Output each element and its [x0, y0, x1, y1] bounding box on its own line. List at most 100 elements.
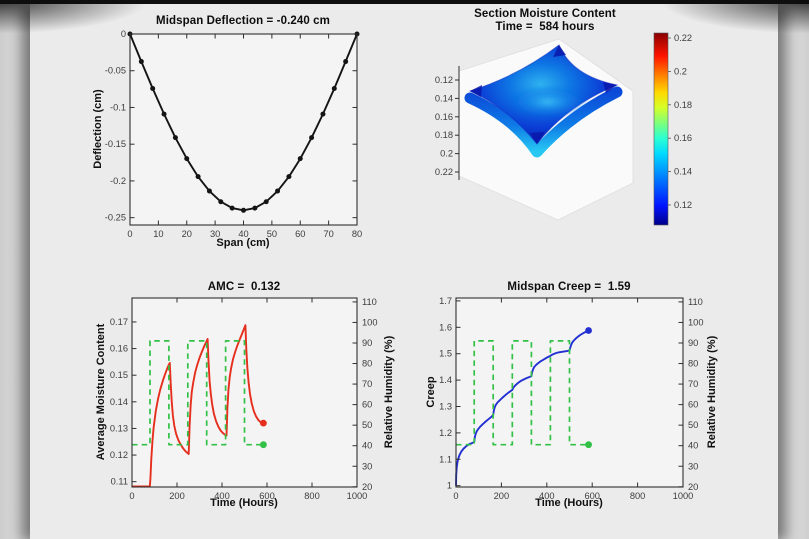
colorbar-tick-label: 0.12: [674, 200, 692, 210]
y-tick-label-right: 100: [688, 317, 704, 327]
top-border: [0, 0, 809, 4]
y-tick-label-left: 1.5: [439, 349, 452, 359]
colorbar-tick-label: 0.16: [674, 133, 692, 143]
x-tick-label: 0: [127, 229, 132, 239]
y-tick-label-left: 1: [447, 481, 452, 491]
creep-end-marker: [585, 327, 592, 334]
y-tick-label-left: 0.17: [110, 317, 128, 327]
x-tick-label: 600: [259, 491, 275, 501]
y-tick-label-left: 1.6: [439, 322, 452, 332]
data-marker: [229, 205, 235, 211]
y-tick-label-right: 20: [362, 482, 372, 492]
y-tick-label-right: 40: [688, 441, 698, 451]
data-marker: [172, 135, 178, 141]
deflection-title: Midspan Deflection = -0.240 cm: [156, 15, 330, 27]
z-tick-label: 0.22: [435, 167, 453, 177]
y-tick-label-right: 30: [362, 461, 372, 471]
z-tick-label: 0.14: [435, 93, 453, 103]
creep-xlabel: Time (Hours): [535, 497, 603, 509]
y-tick-label-right: 50: [688, 420, 698, 430]
surface-underside: [464, 86, 623, 158]
y-tick-label-right: 20: [688, 482, 698, 492]
y-tick-label-right: 110: [362, 297, 377, 307]
data-marker: [184, 156, 190, 162]
y-tick-label-left: -0.25: [105, 213, 126, 223]
colorbar: [653, 32, 669, 226]
y-tick-label-left: 0.16: [110, 344, 128, 354]
y-tick-label-left: 0.12: [110, 450, 128, 460]
y-tick-label-left: 1.2: [439, 428, 452, 438]
moisture-subtitle: Time = 584 hours: [495, 21, 595, 33]
y-tick-label-left: 0: [121, 29, 126, 39]
x-tick-label: 20: [182, 229, 192, 239]
y-tick-label-right: 70: [362, 379, 372, 389]
y-tick-label-right: 60: [362, 400, 372, 410]
creep-end-marker: [585, 441, 592, 449]
deflection-plot-area: [130, 34, 357, 225]
colorbar-tick-label: 0.2: [674, 66, 687, 76]
amc-ylabel-right: Relative Humidity (%): [383, 335, 395, 449]
creep-plot: 0 200 400 600 800 1000 1 1.1 1.2 1.3 1.4 1.5 1.6 1.7 2…: [439, 296, 703, 501]
data-marker: [297, 156, 303, 162]
data-marker: [263, 199, 269, 205]
data-marker: [275, 188, 281, 194]
y-tick-label-right: 70: [688, 379, 698, 389]
moisture-surface-plot: 0.12 0.14 0.16 0.18 0.2 0.22 0.12 0.14 0.16 0.18 0…: [435, 32, 692, 226]
y-tick-label-right: 80: [362, 359, 372, 369]
y-tick-label-right: 60: [688, 400, 698, 410]
surface-corner: [603, 82, 617, 93]
x-tick-label: 40: [238, 229, 248, 239]
y-tick-label-left: 1.1: [439, 454, 452, 464]
y-tick-label-right: 100: [362, 317, 378, 327]
y-tick-label-right: 50: [362, 420, 372, 430]
amc-plot: 0 200 400 600 800 1000 0.11 0.12 0.13 0.14 0.15 0.1…: [110, 297, 378, 501]
x-tick-label: 400: [539, 491, 555, 501]
y-tick-label-left: 0.14: [110, 397, 128, 407]
y-tick-label-right: 90: [688, 338, 698, 348]
amc-title: AMC = 0.132: [207, 281, 281, 293]
y-tick-label-left: -0.05: [105, 66, 126, 76]
data-marker: [206, 188, 212, 194]
surface-corner: [553, 45, 566, 57]
deflection-xlabel: Span (cm): [216, 237, 270, 249]
data-marker: [218, 199, 224, 205]
x-tick-label: 1000: [347, 491, 368, 501]
x-tick-label: 400: [214, 491, 230, 501]
data-marker: [331, 86, 337, 92]
creep-ylabel-right: Relative Humidity (%): [706, 335, 718, 449]
creep-title: Midspan Creep = 1.59: [507, 281, 631, 293]
data-marker: [309, 135, 315, 141]
data-marker: [195, 174, 201, 180]
amc-end-marker: [260, 441, 267, 449]
data-marker: [320, 111, 326, 117]
deflection-plot: 0 10 20 30 40 50 60 70 80 0 -0.05 -0.1 -0.15 -0.2 -0.2…: [105, 29, 362, 239]
z-tick-label: 0.18: [435, 130, 453, 140]
x-tick-label: 60: [295, 229, 305, 239]
colorbar-tick-label: 0.22: [674, 33, 692, 43]
y-tick-label-right: 80: [688, 359, 698, 369]
x-tick-label: 600: [584, 491, 600, 501]
y-tick-label-right: 90: [362, 338, 372, 348]
amc-series-Average Moisture Content: [132, 324, 264, 488]
y-tick-label-right: 110: [688, 297, 703, 307]
colorbar-tick-label: 0.18: [674, 100, 692, 110]
data-marker: [138, 59, 144, 65]
x-tick-label: 800: [630, 491, 646, 501]
data-marker: [150, 86, 156, 92]
y-tick-label-right: 40: [362, 441, 372, 451]
x-tick-label: 0: [453, 491, 458, 501]
y-tick-label-left: 1.7: [439, 296, 452, 306]
data-marker: [252, 205, 258, 211]
x-tick-label: 10: [153, 229, 163, 239]
data-marker: [241, 207, 246, 213]
amc-ylabel-left: Average Moisture Content: [95, 323, 107, 461]
creep-axes-frame: [455, 297, 684, 488]
x-tick-label: 70: [323, 229, 333, 239]
surface-corner: [470, 85, 482, 97]
y-tick-label-left: 0.15: [110, 370, 128, 380]
x-tick-label: 80: [352, 229, 362, 239]
x-tick-label: 800: [304, 491, 320, 501]
surface-center-dome: [506, 85, 590, 119]
surface-corner: [530, 132, 545, 144]
